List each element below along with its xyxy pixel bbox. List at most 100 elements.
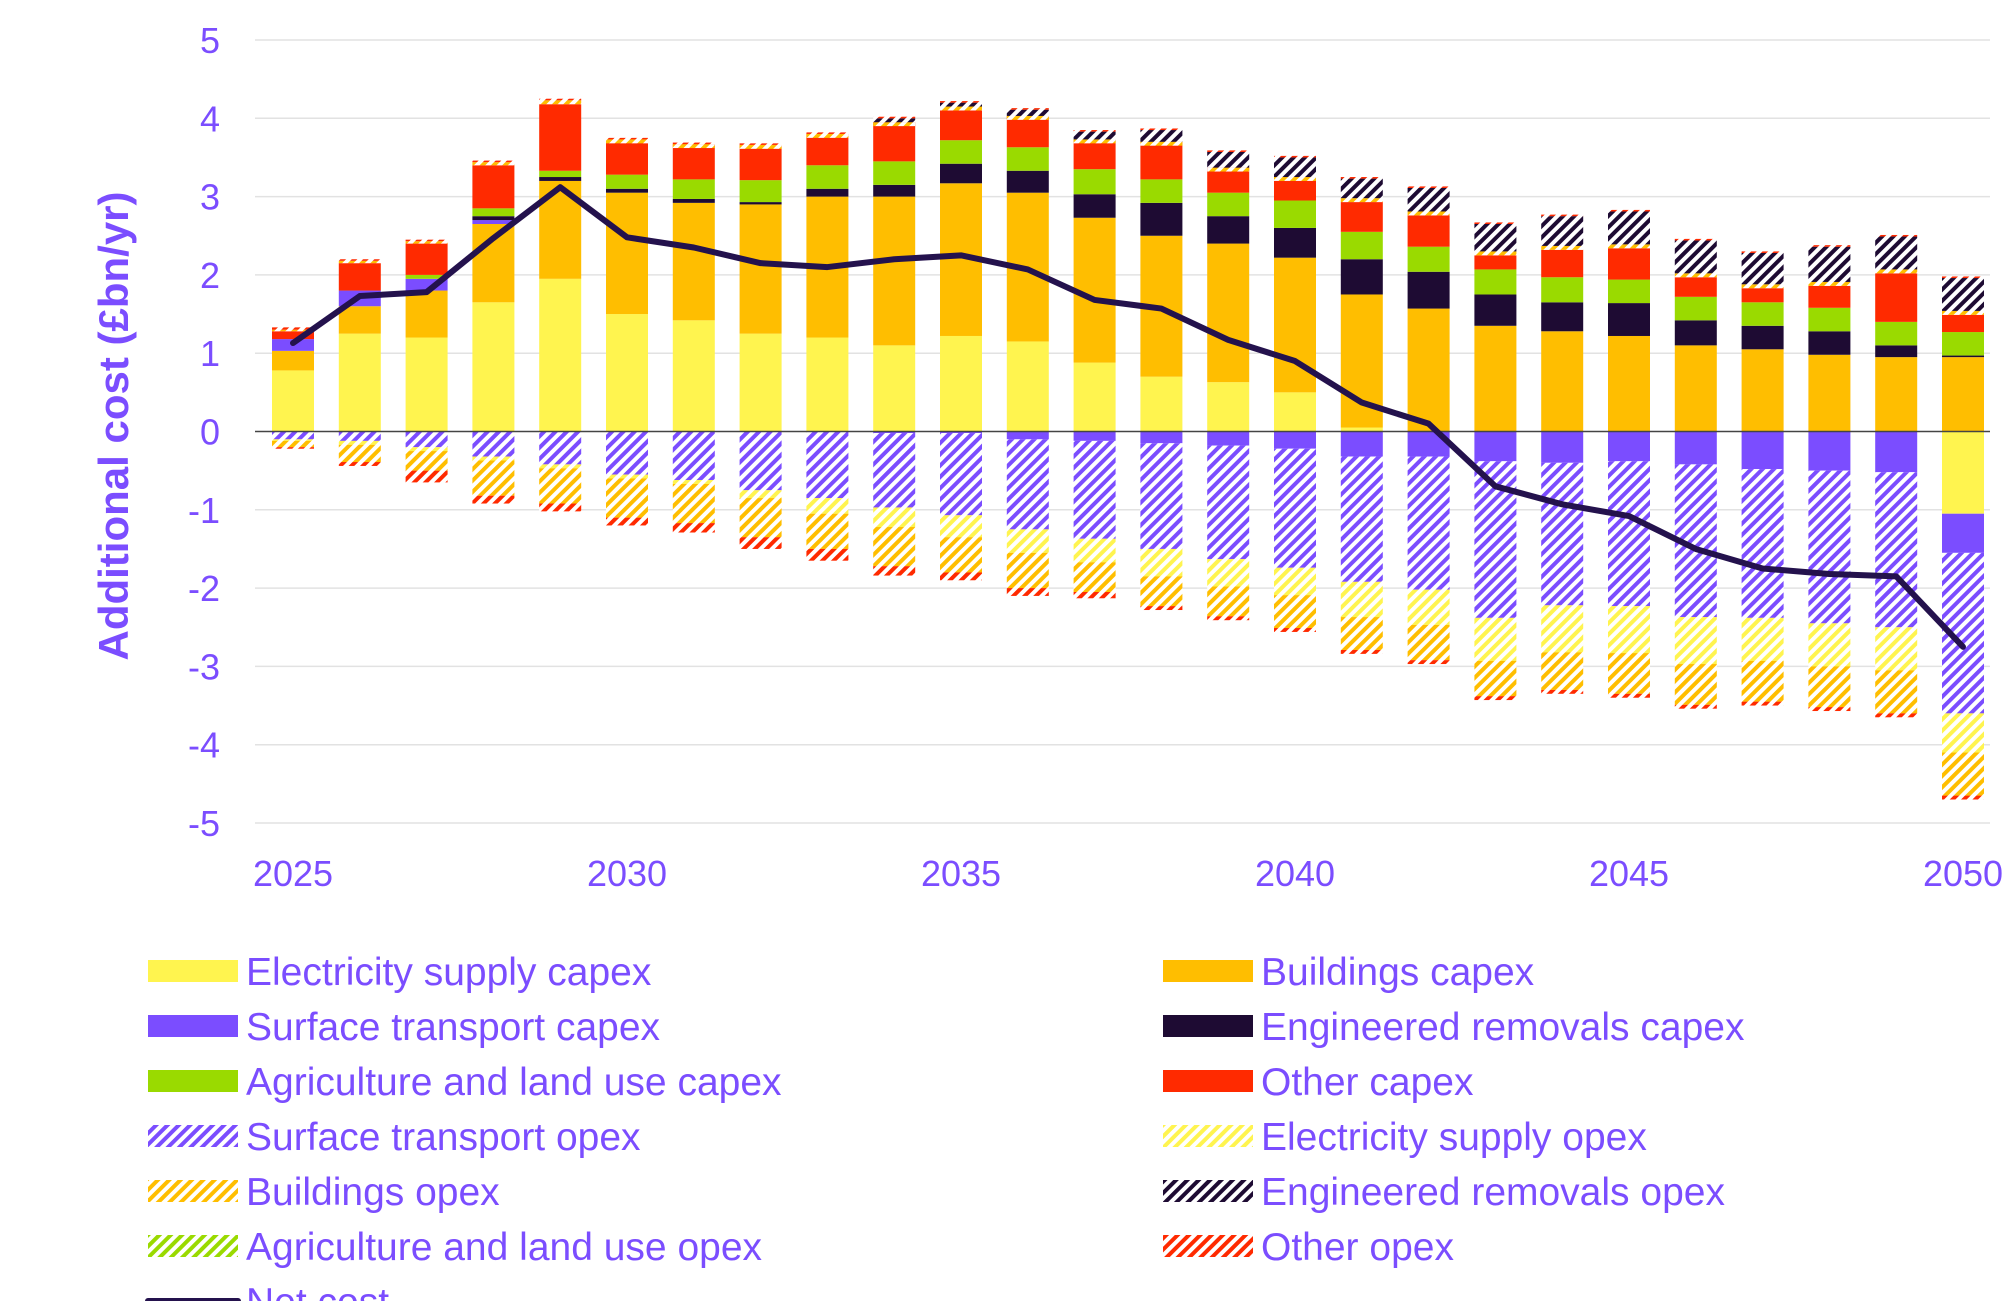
y-tick-label: 2 [200, 255, 220, 296]
bar-other-opex [672, 142, 715, 145]
bar-electricity-supply-capex [606, 314, 648, 432]
bar-surface-transport-capex [1340, 431, 1383, 457]
bar-buildings-opex [806, 513, 849, 549]
bar-other-opex [1340, 177, 1383, 179]
y-tick-label: 0 [200, 412, 220, 453]
bar-surface-transport-opex [539, 431, 582, 465]
bar-buildings-capex [1741, 349, 1784, 432]
bar-surface-transport-opex [1608, 461, 1650, 607]
bar-surface-transport-opex [940, 433, 982, 516]
x-tick-label: 2045 [1589, 853, 1669, 894]
legend-swatch [1163, 1070, 1253, 1092]
bar-buildings-opex [1006, 115, 1049, 120]
bar-engineered-removals-opex [1407, 187, 1450, 212]
legend-swatch [1163, 1015, 1253, 1037]
bar-buildings-opex [1741, 284, 1784, 289]
bar-engineered-removals-capex [940, 163, 982, 184]
bar-buildings-opex [806, 133, 849, 138]
bar-buildings-opex [1875, 269, 1918, 274]
bar-buildings-opex [1207, 586, 1250, 617]
bar-other-opex [1875, 234, 1918, 237]
bar-buildings-opex [539, 468, 582, 504]
legend-label: Net cost [246, 1281, 389, 1301]
bar-buildings-capex [1207, 243, 1250, 383]
bar-surface-transport-capex [1207, 431, 1250, 446]
bar-surface-transport-capex [472, 220, 515, 225]
bar-electricity-supply-opex [1608, 606, 1650, 654]
bar-electricity-supply-opex [940, 515, 982, 538]
bar-buildings-opex [940, 537, 982, 573]
bar-buildings-capex [739, 204, 782, 334]
legend-item-electricity-supply-opex: Electricity supply opex [1163, 1116, 1647, 1159]
bar-other-opex [1942, 276, 1984, 279]
y-tick-label: -5 [188, 803, 220, 844]
bar-buildings-opex [405, 451, 448, 471]
bar-electricity-supply-capex [1274, 392, 1316, 432]
bar-agriculture-and-land-use-capex [1474, 269, 1517, 295]
bar-electricity-supply-opex [1474, 617, 1517, 661]
bar-other-capex [1073, 139, 1116, 170]
bar-electricity-supply-opex [1073, 538, 1116, 563]
bar-other-capex [338, 263, 381, 291]
y-tick-label: -1 [188, 490, 220, 531]
bar-electricity-supply-capex [1140, 376, 1183, 432]
bar-electricity-supply-opex [1407, 589, 1450, 625]
bar-other-capex [606, 139, 648, 175]
bar-surface-transport-capex [1006, 431, 1049, 440]
bar-other-opex [806, 548, 849, 561]
bar-other-opex [405, 239, 448, 242]
bar-surface-transport-opex [338, 431, 381, 441]
bar-other-opex [672, 523, 715, 533]
legend-item-engineered-removals-opex: Engineered removals opex [1163, 1171, 1725, 1214]
legend-label: Agriculture and land use opex [246, 1226, 763, 1269]
bar-agriculture-and-land-use-capex [472, 208, 515, 217]
bar-other-opex [1407, 186, 1450, 188]
bar-surface-transport-opex [1073, 440, 1116, 539]
bar-surface-transport-capex [1140, 431, 1183, 444]
bar-buildings-opex [1340, 198, 1383, 203]
bar-buildings-opex [1875, 670, 1918, 714]
bar-engineered-removals-capex [606, 188, 648, 193]
bar-other-opex [1541, 214, 1584, 217]
bar-buildings-capex [1808, 354, 1851, 432]
bar-engineered-removals-capex [1875, 345, 1918, 358]
bar-other-capex [1942, 314, 1984, 333]
bar-buildings-opex [472, 460, 515, 496]
x-tick-label: 2030 [587, 853, 667, 894]
bar-surface-transport-capex [873, 431, 916, 434]
bar-engineered-removals-opex [940, 102, 982, 107]
bar-other-opex [1140, 128, 1183, 131]
legend-label: Other opex [1261, 1226, 1454, 1269]
bar-buildings-opex [873, 527, 916, 567]
legend-swatch [1163, 960, 1253, 982]
bar-other-opex [272, 327, 314, 330]
bar-buildings-opex [1073, 562, 1116, 593]
bar-surface-transport-capex [1875, 431, 1918, 473]
bar-surface-transport-opex [672, 431, 715, 481]
bar-buildings-opex [739, 144, 782, 149]
bar-electricity-supply-capex [1340, 427, 1383, 432]
legend-label: Electricity supply capex [246, 951, 652, 994]
bar-engineered-removals-opex [1140, 130, 1183, 142]
bar-buildings-opex [873, 122, 916, 127]
bar-other-opex [539, 98, 582, 101]
bar-engineered-removals-opex [1741, 252, 1784, 285]
bar-agriculture-and-land-use-capex [1274, 200, 1316, 228]
bar-engineered-removals-capex [1808, 331, 1851, 355]
bar-buildings-capex [606, 192, 648, 315]
bar-other-opex [1407, 660, 1450, 665]
x-axis: 2025 2030 2035 2040 2045 2050 [253, 853, 2003, 894]
bar-buildings-capex [1073, 217, 1116, 363]
bar-surface-transport-capex [1073, 431, 1116, 441]
bar-buildings-opex [672, 483, 715, 524]
bar-engineered-removals-opex [1474, 224, 1517, 252]
bar-electricity-supply-opex [1674, 617, 1717, 665]
bar-engineered-removals-capex [1073, 194, 1116, 218]
legend-swatch [1163, 1180, 1253, 1202]
bar-buildings-opex [1474, 251, 1517, 256]
legend-item-other-opex: Other opex [1163, 1226, 1454, 1269]
bar-engineered-removals-opex [1006, 109, 1049, 116]
bar-surface-transport-opex [606, 431, 648, 475]
bar-other-opex [338, 462, 381, 466]
bar-buildings-opex [1073, 139, 1116, 144]
